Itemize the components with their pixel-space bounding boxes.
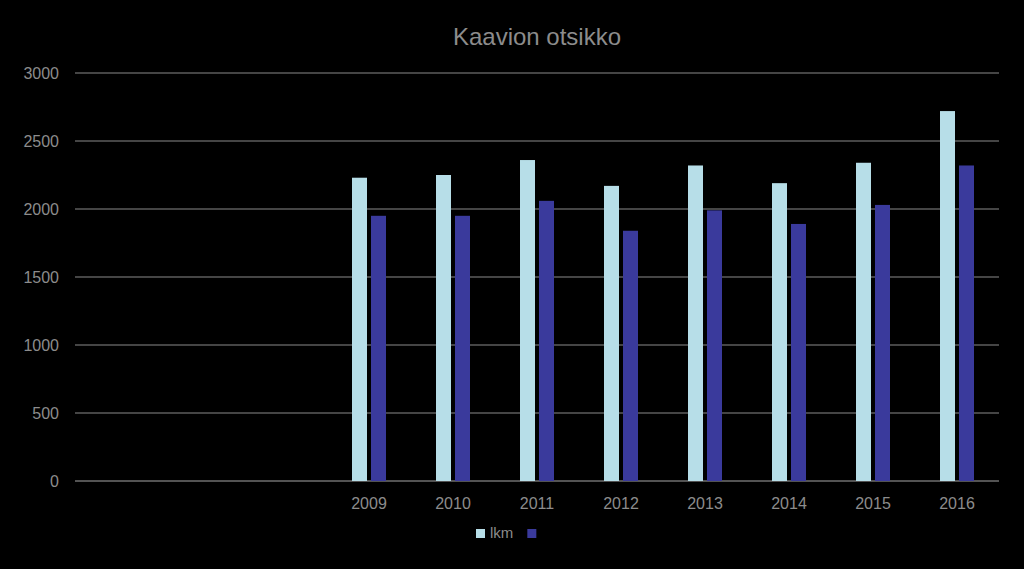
chart-title: Kaavion otsikko [453, 23, 621, 50]
x-tick-label: 2012 [603, 495, 639, 512]
y-tick-label: 0 [50, 473, 59, 490]
chart-svg: Kaavion otsikko 0 500 1000 1500 2000 2500 3000 2… [0, 0, 1024, 569]
y-tick-label: 3000 [23, 65, 59, 82]
bar [352, 178, 367, 481]
bar [959, 165, 974, 481]
bar [707, 210, 722, 481]
bar [940, 111, 955, 481]
bar [856, 163, 871, 481]
y-tick-label: 1500 [23, 269, 59, 286]
background [0, 0, 1024, 569]
grid-line [75, 73, 999, 74]
legend-swatch [476, 529, 485, 538]
bar [688, 165, 703, 481]
bar [772, 183, 787, 481]
y-tick-label: 500 [32, 405, 59, 422]
bar [623, 231, 638, 481]
x-tick-label: 2015 [855, 495, 891, 512]
grid-line [75, 141, 999, 142]
y-tick-label: 2000 [23, 201, 59, 218]
bar [520, 160, 535, 481]
x-tick-label: 2010 [435, 495, 471, 512]
legend: lkm [476, 524, 536, 541]
bar [604, 186, 619, 481]
x-tick-label: 2011 [520, 495, 555, 512]
y-tick-label: 1000 [23, 337, 59, 354]
x-tick-label: 2014 [771, 495, 807, 512]
bar [875, 205, 890, 481]
bar [539, 201, 554, 481]
bar [455, 216, 470, 481]
y-tick-label: 2500 [23, 133, 59, 150]
x-tick-label: 2013 [687, 495, 723, 512]
x-tick-label: 2016 [939, 495, 975, 512]
legend-label: lkm [490, 524, 513, 541]
chart-container: Kaavion otsikko 0 500 1000 1500 2000 2500 3000 2… [0, 0, 1024, 569]
bars [352, 111, 974, 481]
bar [371, 216, 386, 481]
bar [791, 224, 806, 481]
legend-swatch [527, 529, 536, 538]
bar [436, 175, 451, 481]
x-tick-label: 2009 [351, 495, 387, 512]
